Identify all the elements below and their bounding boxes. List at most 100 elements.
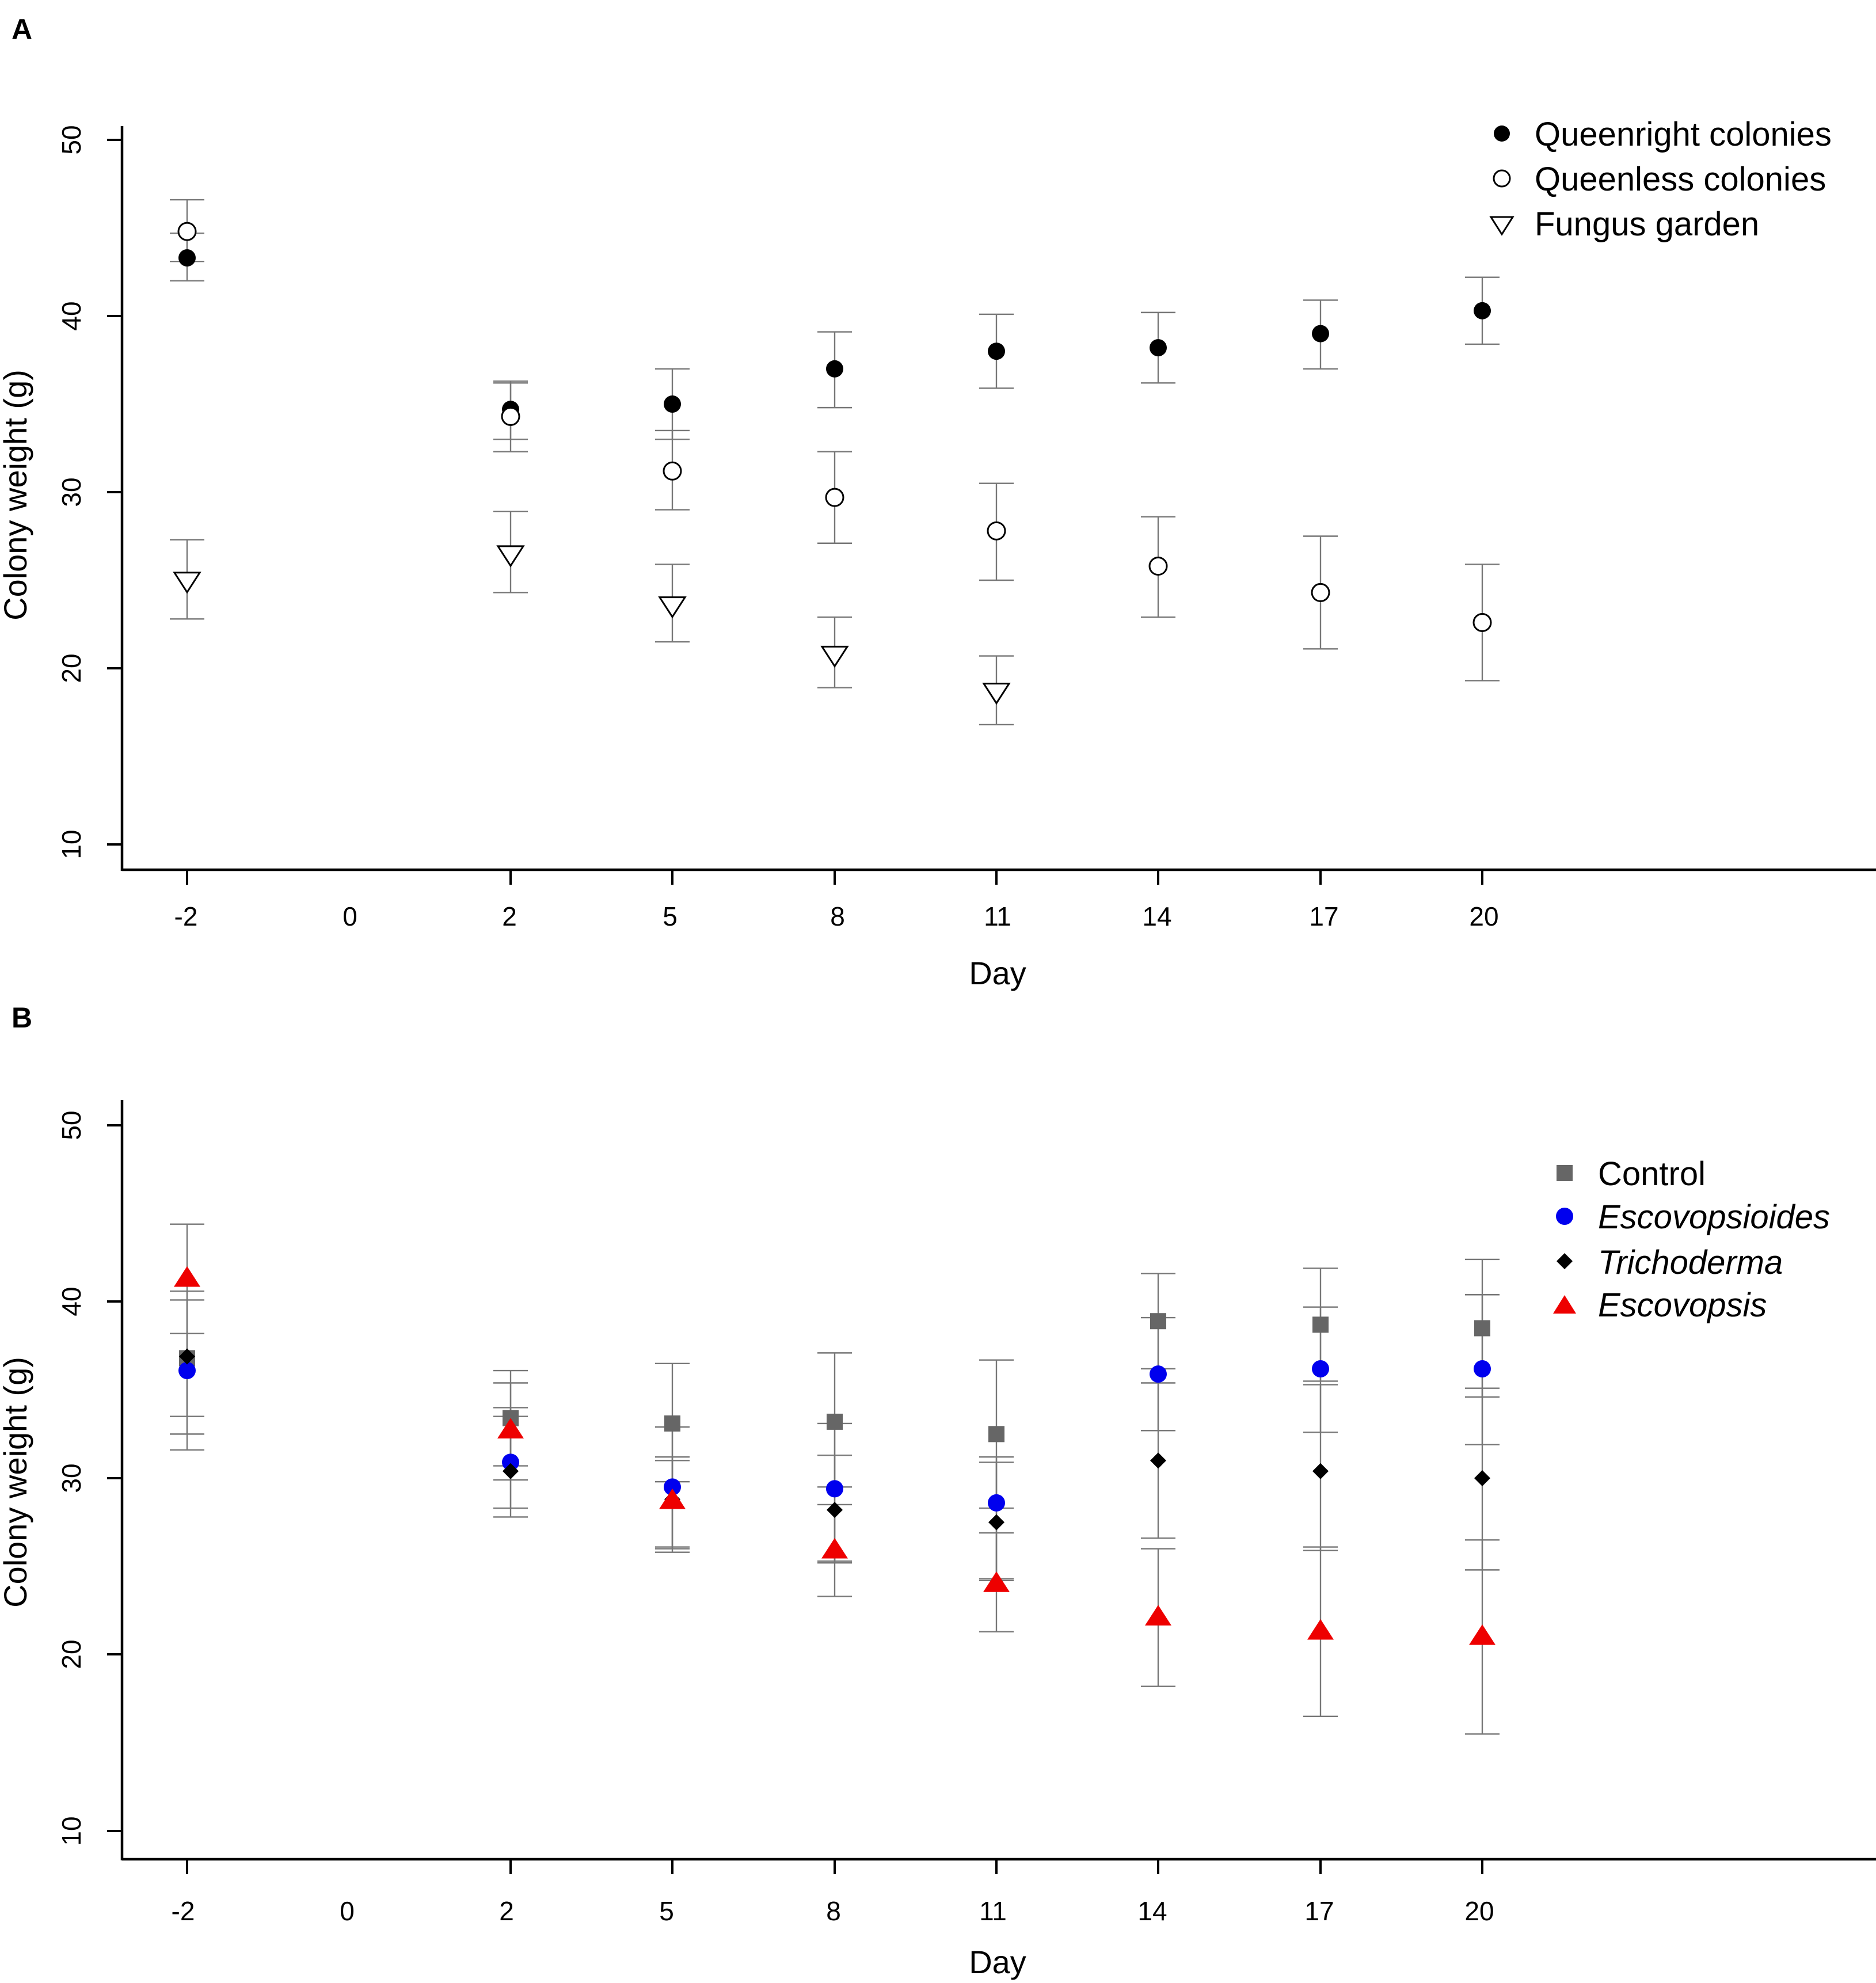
panel-b-point-trichoderma [988,1514,1004,1531]
panel-a-point-queenless-colonies [825,488,844,507]
y-tick-label: 10 [56,1816,86,1845]
panel-a-point-fungus-garden [820,645,849,668]
panel-b-point-trichoderma [1312,1463,1329,1479]
y-tick-label: 30 [56,1463,86,1493]
legend-marker-escovopsioides [1556,1208,1573,1225]
panel-a-point-queenless-colonies [987,521,1006,541]
panel-b-point-escovopsis [174,1266,200,1287]
panel-b-point-trichoderma [503,1463,519,1479]
panel-b-point-escovopsioides [1312,1360,1329,1377]
legend-label-control: Control [1598,1155,1706,1193]
panel-b-point-trichoderma [1150,1452,1166,1469]
panel-b-point-escovopsioides [988,1494,1005,1512]
legend-label-escovopsioides: Escovopsioides [1598,1198,1830,1236]
panel-a-point-queenless-colonies [501,406,520,426]
panel-a-point-queenright-colonies [826,360,843,378]
panel-b-point-escovopsioides [826,1480,843,1498]
legend-marker-escovopsis [1553,1295,1576,1314]
legend-label-trichoderma: Trichoderma [1598,1244,1783,1281]
legend-label-escovopsis: Escovopsis [1598,1287,1767,1324]
panel-a-point-fungus-garden [982,683,1011,705]
y-tick-label: 30 [56,477,86,507]
panel-b-point-trichoderma [1474,1470,1490,1486]
panel-b-point-control [827,1413,843,1430]
panel-a-point-queenright-colonies [178,249,196,267]
legend-marker-queenless [1493,169,1511,188]
y-tick-label: 50 [56,125,86,154]
panel-a-x-ticks: -2 0 2 5 8 11 14 17 20 [174,870,1499,931]
panel-a-point-queenless-colonies [1472,612,1492,632]
y-tick-label: 40 [56,1287,86,1316]
panel-b-point-escovopsioides [664,1478,681,1496]
legend-marker-queenright [1494,125,1510,142]
x-tick-label: -2 [174,901,198,931]
panel-b-point-trichoderma [827,1502,843,1518]
panel-b-plot-area [170,1223,1500,1735]
panel-b-point-control [1150,1313,1166,1330]
legend-label-queenright: Queenright colonies [1535,116,1832,153]
x-tick-label: -2 [172,1896,195,1926]
panel-a-y-axis-title: Colony weight (g) [0,370,33,621]
x-tick-label: 14 [1142,901,1171,931]
panel-b-point-escovopsis [659,1488,686,1509]
panel-a-point-fungus-garden [496,545,525,568]
panel-b-y-ticks: 10 20 30 40 50 [56,1110,122,1846]
panel-a-point-queenless-colonies [1311,583,1330,602]
legend-marker-trichoderma [1557,1253,1573,1269]
x-tick-label: 2 [502,901,517,931]
panel-b-point-escovopsis [1145,1605,1171,1626]
panel-a-point-queenright-colonies [1474,302,1491,319]
panel-b-y-axis-title: Colony weight (g) [0,1357,33,1608]
x-tick-label: 14 [1137,1896,1167,1926]
panel-a-plot-area [170,199,1500,726]
x-tick-label: 2 [499,1896,514,1926]
panel-b-point-escovopsioides [1150,1365,1167,1383]
panel-b-point-escovopsis [983,1571,1010,1592]
panel-b-point-escovopsioides [178,1362,196,1380]
legend-marker-fungus-garden [1489,216,1515,236]
panel-a-label: A [12,13,32,45]
panel-a: A 10 20 30 40 50 -2 0 2 5 [0,13,1876,991]
panel-a-point-fungus-garden [658,596,687,619]
x-tick-label: 8 [826,1896,841,1926]
panel-a-point-queenright-colonies [1312,325,1329,342]
panel-b-point-escovopsioides [502,1453,519,1471]
x-tick-label: 11 [984,901,1011,931]
panel-b-point-escovopsis [821,1537,848,1559]
y-tick-label: 50 [56,1110,86,1140]
panel-a-point-queenright-colonies [1150,339,1167,357]
panel-a-point-queenless-colonies [177,222,197,241]
panel-b-point-control [664,1415,680,1432]
x-tick-label: 5 [663,901,678,931]
panel-b-point-escovopsis [497,1418,524,1439]
panel-b: B 10 20 30 40 50 -2 0 2 5 [0,1002,1876,1980]
panel-b-x-ticks: -2 0 2 5 8 11 14 17 20 [172,1859,1494,1926]
y-tick-label: 20 [56,1639,86,1669]
panel-a-legend: Queenright colonies Queenless colonies F… [1489,116,1832,243]
x-tick-label: 20 [1464,1896,1494,1926]
x-tick-label: 5 [659,1896,674,1926]
y-tick-label: 40 [56,301,86,330]
panel-b-point-escovopsis [1307,1619,1334,1640]
panel-a-point-fungus-garden [173,572,201,594]
panel-b-point-control [988,1426,1004,1442]
legend-label-fungus-garden: Fungus garden [1535,205,1759,243]
x-tick-label: 17 [1304,1896,1334,1926]
panel-b-point-control [1474,1320,1490,1337]
x-tick-label: 11 [979,1896,1007,1926]
panel-b-point-control [1312,1316,1329,1333]
panel-a-point-queenless-colonies [663,461,682,481]
x-tick-label: 8 [830,901,845,931]
panel-b-point-escovopsioides [1474,1360,1491,1377]
panel-a-x-axis-title: Day [969,955,1026,991]
x-tick-label: 0 [343,901,357,931]
legend-marker-control [1557,1165,1573,1181]
panel-a-point-queenright-colonies [664,395,681,413]
panel-b-label: B [12,1002,32,1034]
panel-b-point-trichoderma [179,1348,195,1365]
y-tick-label: 20 [56,653,86,683]
x-tick-label: 20 [1469,901,1498,931]
panel-b-x-axis-title: Day [969,1944,1026,1980]
x-tick-label: 17 [1309,901,1338,931]
